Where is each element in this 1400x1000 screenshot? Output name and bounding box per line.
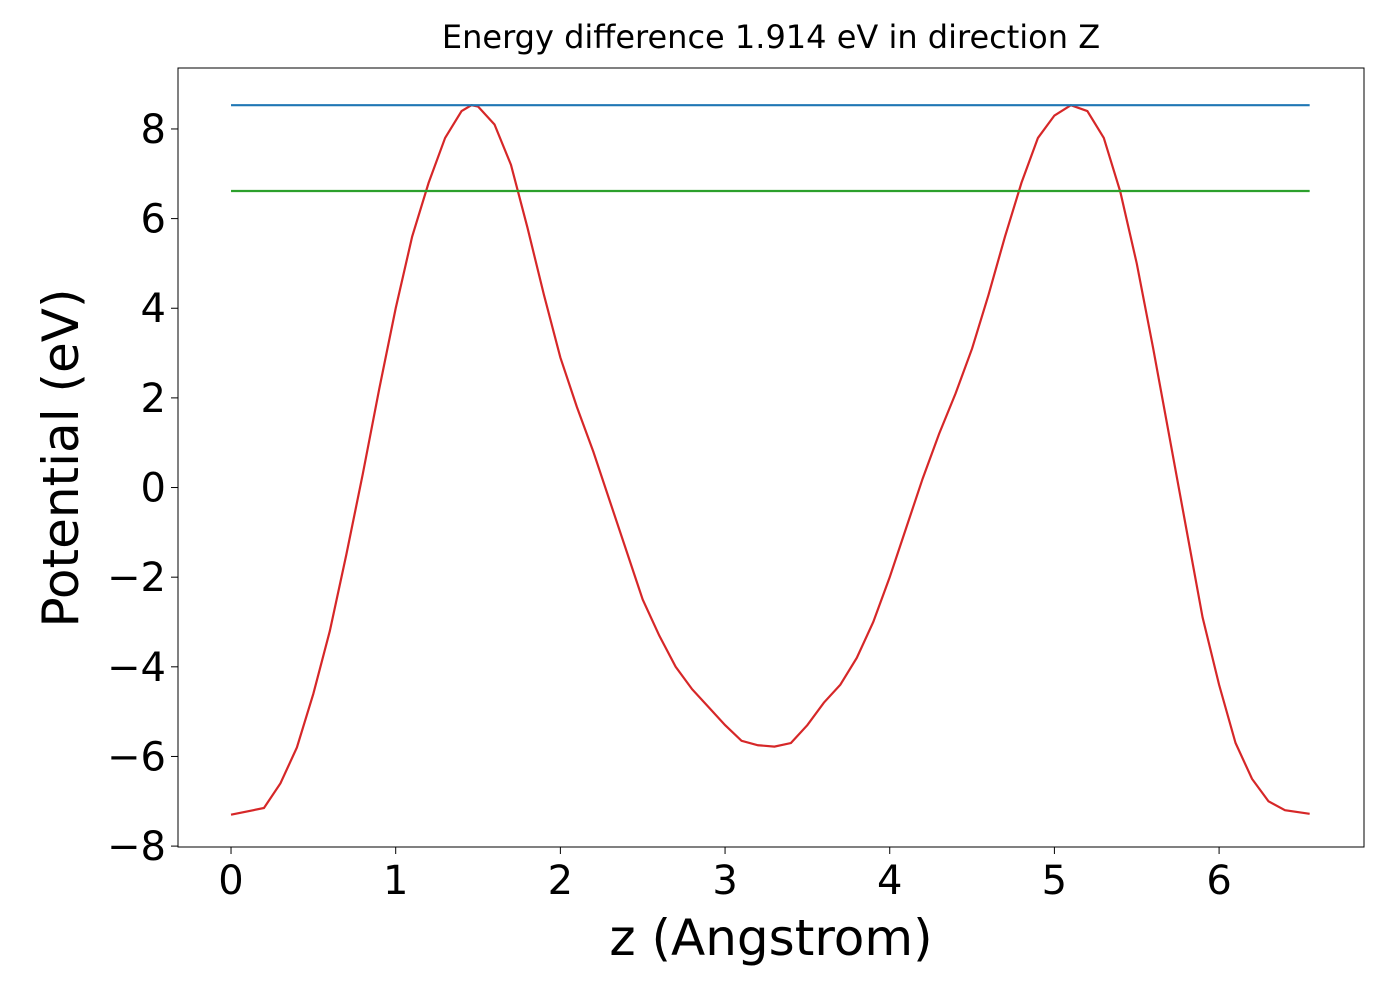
y-tick-label: 4	[141, 286, 166, 332]
y-tick-label: 8	[141, 107, 166, 153]
y-tick-label: −8	[107, 824, 166, 870]
y-axis-label: Potential (eV)	[32, 289, 90, 628]
series-line	[230, 103, 1310, 816]
x-axis-label: z (Angstrom)	[609, 909, 932, 967]
x-tick-label: 4	[877, 858, 902, 904]
plot-frame	[177, 67, 1365, 848]
x-tick-label: 1	[383, 858, 408, 904]
x-tick-label: 0	[218, 858, 243, 904]
x-tick-label: 6	[1206, 858, 1231, 904]
x-tick-label: 2	[548, 858, 573, 904]
y-tick-label: 0	[141, 466, 166, 512]
chart-title: Energy difference 1.914 eV in direction …	[442, 18, 1100, 56]
y-tick-label: −6	[107, 734, 166, 780]
y-tick-label: 6	[141, 197, 166, 243]
x-tick-label: 3	[712, 858, 737, 904]
y-tick-label: −2	[107, 555, 166, 601]
y-tick-label: −4	[107, 645, 166, 691]
x-tick-label: 5	[1042, 858, 1067, 904]
y-tick-label: 2	[141, 376, 166, 422]
